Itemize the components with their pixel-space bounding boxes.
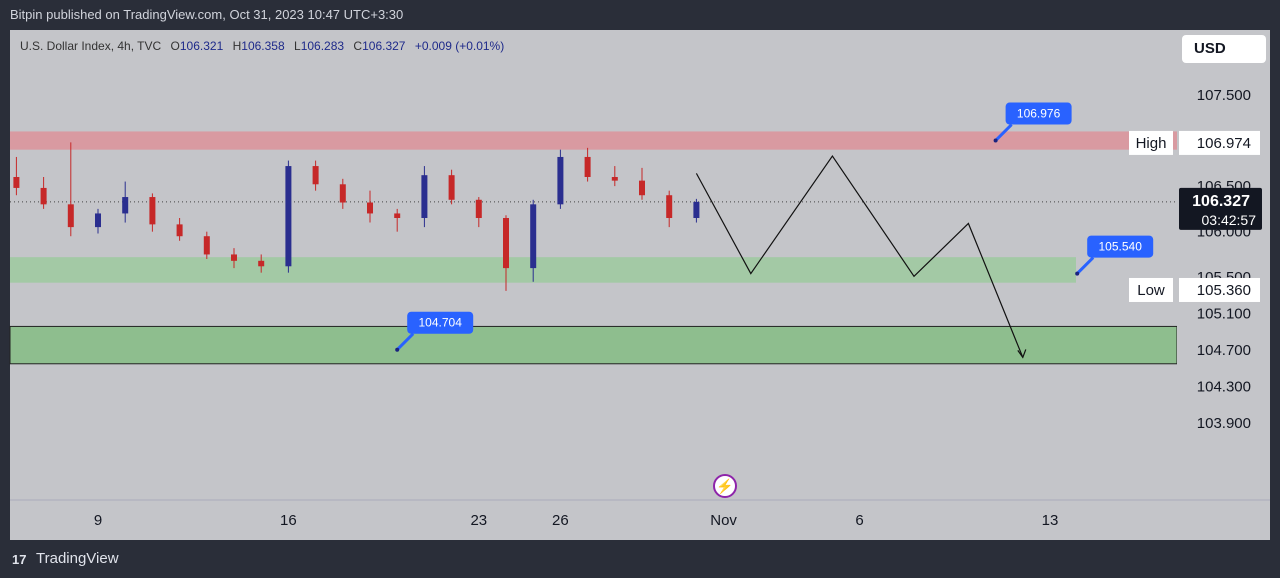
level-value-box [1179, 277, 1260, 302]
candle-body [13, 177, 20, 188]
candle-body [312, 166, 319, 185]
projection-path [695, 154, 1024, 358]
x-tick-label: Nov [710, 512, 737, 529]
x-tick-label: 26 [552, 512, 569, 529]
candle-body [203, 236, 210, 255]
low-value: 106.283 [300, 39, 345, 53]
projection-arrowhead [1017, 349, 1027, 359]
high-value: 106.358 [241, 39, 285, 53]
last-price-badge [1179, 187, 1262, 230]
level-value-box [1179, 130, 1260, 155]
candle-body [367, 202, 373, 214]
low-label: L [294, 39, 301, 53]
candle-body [258, 260, 265, 267]
level-value: 106.974 [1197, 135, 1251, 152]
callout-label: 105.540 [1099, 240, 1143, 254]
candle-body [339, 184, 346, 203]
publish-bar: Bitpin published on TradingView.com, Oct… [0, 0, 1280, 30]
y-tick-label: 104.300 [1197, 379, 1251, 396]
candle-body [149, 197, 156, 225]
callout-pointer [1076, 256, 1095, 275]
x-tick-label: 23 [470, 512, 487, 529]
y-tick-label: 107.500 [1197, 87, 1251, 104]
level-value: 105.360 [1197, 282, 1251, 299]
support-zone [10, 257, 1076, 283]
y-tick-label: 103.900 [1197, 415, 1251, 432]
candle-body [231, 254, 237, 261]
lightning-icon[interactable]: ⚡ [713, 474, 737, 498]
candle-body [666, 195, 673, 218]
candle-body [421, 175, 428, 218]
x-tick-label: 9 [94, 512, 102, 529]
candle-body [448, 175, 455, 200]
callout-pointer [994, 123, 1013, 142]
symbol-name: U.S. Dollar Index, 4h, TVC [20, 39, 162, 53]
y-tick-label: 104.700 [1197, 342, 1251, 359]
level-label: High [1136, 135, 1167, 152]
symbol-legend: U.S. Dollar Index, 4h, TVC O106.321 H106… [20, 39, 504, 53]
candle-body [503, 218, 509, 269]
candle-body [475, 199, 482, 218]
y-tick-label: 105.100 [1197, 306, 1251, 323]
level-label-box [1129, 277, 1173, 302]
callout-box [1087, 235, 1154, 258]
candle-body [693, 201, 700, 218]
candle-body [557, 156, 564, 205]
footer-bar: 17 TradingView [0, 540, 1280, 578]
candle-body [611, 177, 618, 181]
candle-body [530, 204, 537, 269]
candle-body [584, 156, 591, 177]
callout-anchor [395, 347, 400, 352]
published-text: Bitpin published on TradingView.com, Oct… [10, 7, 404, 22]
change-value: +0.009 (+0.01%) [414, 39, 505, 53]
candle-body [40, 187, 47, 205]
resistance-zone [10, 131, 1177, 150]
candle-body [639, 180, 645, 196]
candle-body [176, 224, 183, 237]
level-label: Low [1137, 282, 1165, 299]
callout-box [407, 311, 474, 334]
callout-label: 106.976 [1017, 107, 1061, 121]
callout-anchor [993, 138, 998, 143]
currency-button[interactable]: USD [1182, 35, 1266, 63]
callout-pointer [396, 332, 415, 351]
x-tick-label: 13 [1042, 512, 1059, 529]
open-value: 106.321 [179, 39, 224, 53]
open-label: O [170, 39, 180, 53]
level-label-box [1129, 130, 1173, 155]
candle-body [394, 213, 401, 218]
callout-label: 104.704 [419, 316, 463, 330]
high-label: H [232, 39, 242, 53]
candle-body [285, 166, 292, 267]
close-label: C [353, 39, 363, 53]
brand-name: TradingView [36, 550, 119, 567]
price-scale[interactable] [1177, 30, 1270, 500]
last-price-label: 106.327 [1192, 193, 1250, 210]
tradingview-logo-icon: 17 [12, 552, 27, 567]
candle-body [122, 197, 129, 214]
callout-anchor [1075, 271, 1080, 276]
candle-body [67, 204, 74, 228]
target-zone [9, 325, 1178, 365]
callout-box [1005, 102, 1072, 125]
close-value: 106.327 [362, 39, 406, 53]
candle-body [95, 213, 101, 228]
x-tick-label: 16 [280, 512, 297, 529]
x-tick-label: 6 [855, 512, 863, 529]
countdown-label: 03:42:57 [1202, 212, 1257, 228]
